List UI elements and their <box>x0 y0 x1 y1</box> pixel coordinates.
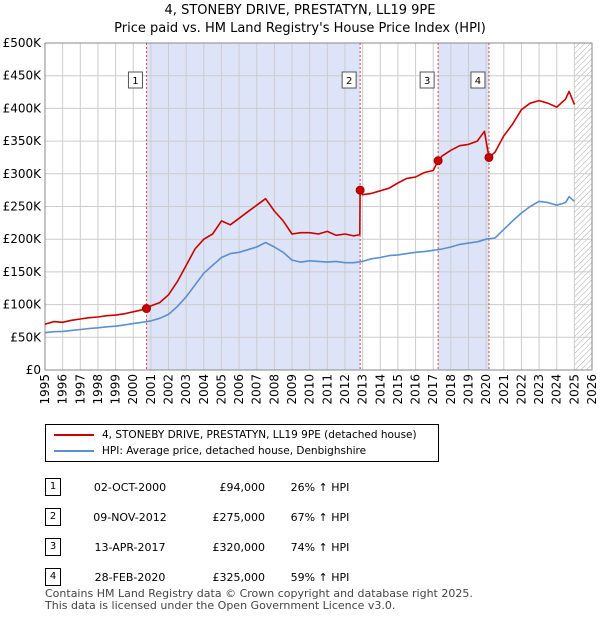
y-tick-label: £500K <box>3 36 43 50</box>
x-tick-label: 2008 <box>267 374 281 405</box>
x-tick-label: 2022 <box>514 374 528 405</box>
sale-label: 1 <box>132 76 138 87</box>
footer-copyright: Contains HM Land Registry data © Crown c… <box>45 587 473 600</box>
sale-hpi-diff: 74% ↑ HPI <box>290 540 350 554</box>
x-tick-label: 2024 <box>550 374 564 405</box>
x-tick-label: 2003 <box>179 374 193 405</box>
sale-date: 09-NOV-2012 <box>93 510 167 524</box>
x-tick-label: 2006 <box>232 374 246 405</box>
sale-label-box <box>341 71 357 89</box>
sale-point <box>484 152 494 162</box>
x-tick-label: 2004 <box>197 374 211 405</box>
y-tick-label: £400K <box>3 101 43 115</box>
x-tick-label: 1996 <box>56 374 70 405</box>
table-row: 2 09-NOV-2012 £275,000 67% ↑ HPI <box>45 502 375 532</box>
table-row: 3 13-APR-2017 £320,000 74% ↑ HPI <box>45 532 375 562</box>
x-tick-label: 2011 <box>320 374 334 405</box>
price-chart: £0 £50K £100K £150K £200K £250K £300K £350K £400… <box>3 36 599 405</box>
sale-label-box <box>470 71 486 89</box>
y-tick-label: £450K <box>3 69 43 83</box>
x-tick-label: 2002 <box>162 374 176 405</box>
y-tick-label: £0 <box>26 363 41 377</box>
x-tick-label: 2019 <box>461 374 475 405</box>
legend-label-property: 4, STONEBY DRIVE, PRESTATYN, LL19 9PE (d… <box>102 429 417 441</box>
footer-licence: This data is licensed under the Open Gov… <box>45 599 396 612</box>
sale-hpi-diff: 59% ↑ HPI <box>290 570 350 584</box>
sale-point <box>141 304 151 314</box>
x-tick-label: 2013 <box>356 374 370 405</box>
footer: Contains HM Land Registry data © Crown c… <box>45 588 473 612</box>
legend-line-red <box>54 434 94 436</box>
x-tick-label: 2020 <box>479 374 493 405</box>
y-tick-label: £50K <box>10 330 42 344</box>
x-tick-label: 2015 <box>391 374 405 405</box>
table-row: 1 02-OCT-2000 £94,000 26% ↑ HPI <box>45 472 375 502</box>
legend-label-hpi: HPI: Average price, detached house, Denb… <box>102 445 367 457</box>
x-tick-label: 1999 <box>109 374 123 405</box>
x-tick-label: 2017 <box>426 374 440 405</box>
y-tick-label: £150K <box>3 265 43 279</box>
sale-hpi-diff: 26% ↑ HPI <box>290 480 350 494</box>
x-tick-label: 1998 <box>91 374 105 405</box>
table-row: 4 28-FEB-2020 £325,000 59% ↑ HPI <box>45 562 375 592</box>
sale-number-badge: 4 <box>45 568 61 586</box>
x-tick-label: 2025 <box>567 374 581 405</box>
sale-date: 02-OCT-2000 <box>93 480 167 494</box>
x-tick-label: 2026 <box>585 374 599 405</box>
hpi-series-line <box>44 195 575 334</box>
chart-title: 4, STONEBY DRIVE, PRESTATYN, LL19 9PE Pr… <box>0 2 600 38</box>
sale-price: £325,000 <box>212 570 266 584</box>
x-tick-label: 2007 <box>250 374 264 405</box>
y-tick-label: £200K <box>3 232 43 246</box>
x-tick-label: 2000 <box>126 374 140 405</box>
legend-line-blue <box>54 450 94 452</box>
sale-label-box <box>419 71 435 89</box>
x-tick-label: 1995 <box>38 374 52 405</box>
sale-label: 3 <box>424 76 430 87</box>
y-tick-label: £250K <box>3 200 43 214</box>
x-tick-label: 2016 <box>409 374 423 405</box>
title: 4, STONEBY DRIVE, PRESTATYN, LL19 9PE <box>164 3 436 18</box>
legend-item-property: 4, STONEBY DRIVE, PRESTATYN, LL19 9PE (d… <box>54 427 417 443</box>
y-tick-label: £350K <box>3 134 43 148</box>
x-tick-label: 2012 <box>338 374 352 405</box>
x-tick-label: 2021 <box>497 374 511 405</box>
sale-price: £275,000 <box>212 510 266 524</box>
x-tick-label: 2005 <box>214 374 228 405</box>
x-tick-label: 2001 <box>144 374 158 405</box>
sales-table: 1 02-OCT-2000 £94,000 26% ↑ HPI 2 09-NOV… <box>45 472 375 592</box>
legend-item-hpi: HPI: Average price, detached house, Denb… <box>54 443 366 459</box>
subtitle: Price paid vs. HM Land Registry's House … <box>114 21 486 36</box>
sale-label-box <box>127 71 143 89</box>
y-tick-label: £100K <box>3 298 43 312</box>
sale-price: £94,000 <box>219 480 266 494</box>
x-tick-label: 2010 <box>303 374 317 405</box>
y-tick-label: £300K <box>3 167 43 181</box>
sale-price: £320,000 <box>212 540 266 554</box>
sale-point <box>433 156 443 166</box>
sale-date: 13-APR-2017 <box>94 540 166 554</box>
x-tick-label: 2009 <box>285 374 299 405</box>
x-tick-label: 2023 <box>532 374 546 405</box>
sale-number-badge: 2 <box>45 508 61 526</box>
sale-number-badge: 1 <box>45 478 61 496</box>
sale-label: 2 <box>346 76 352 87</box>
x-tick-label: 2018 <box>444 374 458 405</box>
sale-point <box>355 185 365 195</box>
sale-label: 4 <box>475 76 481 87</box>
sale-hpi-diff: 67% ↑ HPI <box>290 510 350 524</box>
sale-number-badge: 3 <box>45 538 61 556</box>
sale-date: 28-FEB-2020 <box>94 570 166 584</box>
plot-frame <box>44 42 593 371</box>
legend: 4, STONEBY DRIVE, PRESTATYN, LL19 9PE (d… <box>45 424 439 462</box>
x-tick-label: 1997 <box>73 374 87 405</box>
x-tick-label: 2014 <box>373 374 387 405</box>
